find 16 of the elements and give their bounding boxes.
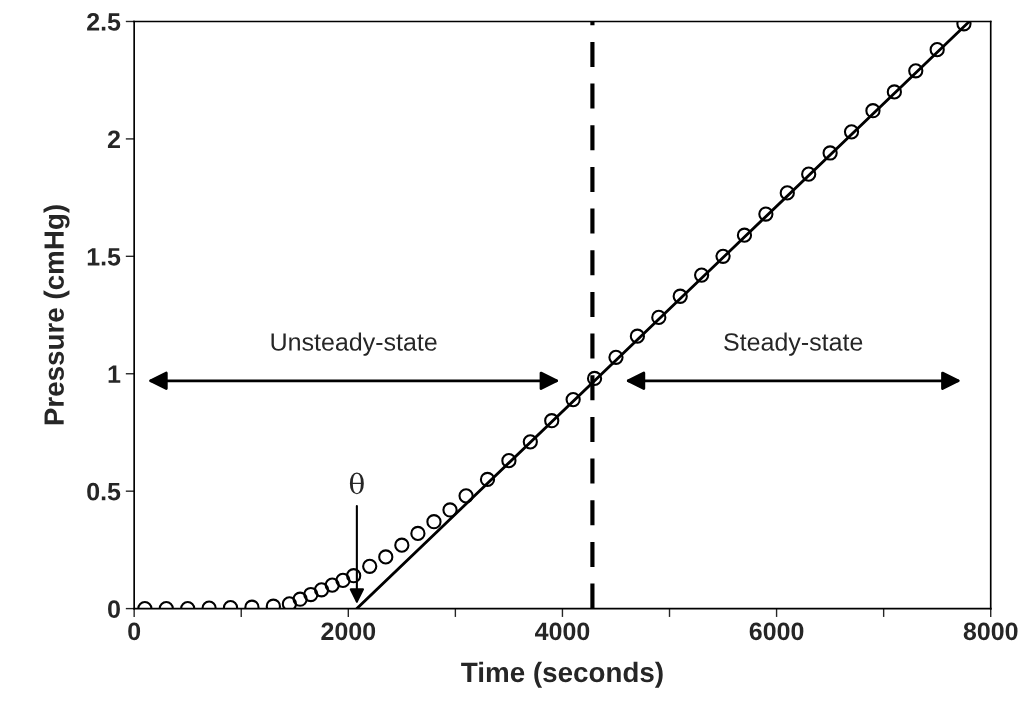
y-tick-label: 1.5	[87, 248, 121, 266]
x-tick-label: 4000	[535, 622, 590, 641]
annotation: Steady-state	[724, 332, 863, 356]
x-axis-title: Time (seconds)	[461, 661, 663, 688]
x-tick-label: 2000	[321, 622, 376, 641]
y-axis-title: Pressure (cmHg)	[43, 205, 70, 425]
y-tick-label: 1	[108, 365, 121, 383]
x-tick-label: 0	[128, 622, 141, 641]
x-tick-label: 8000	[963, 622, 1018, 641]
annotation: Unsteady-state	[271, 332, 437, 356]
y-tick-label: 2	[107, 130, 120, 148]
y-tick-label: 2.5	[87, 13, 121, 31]
annotation: θ	[349, 472, 364, 495]
y-tick-label: 0.5	[87, 482, 121, 501]
y-tick-label: 0	[108, 600, 120, 618]
x-tick-label: 6000	[749, 622, 804, 641]
